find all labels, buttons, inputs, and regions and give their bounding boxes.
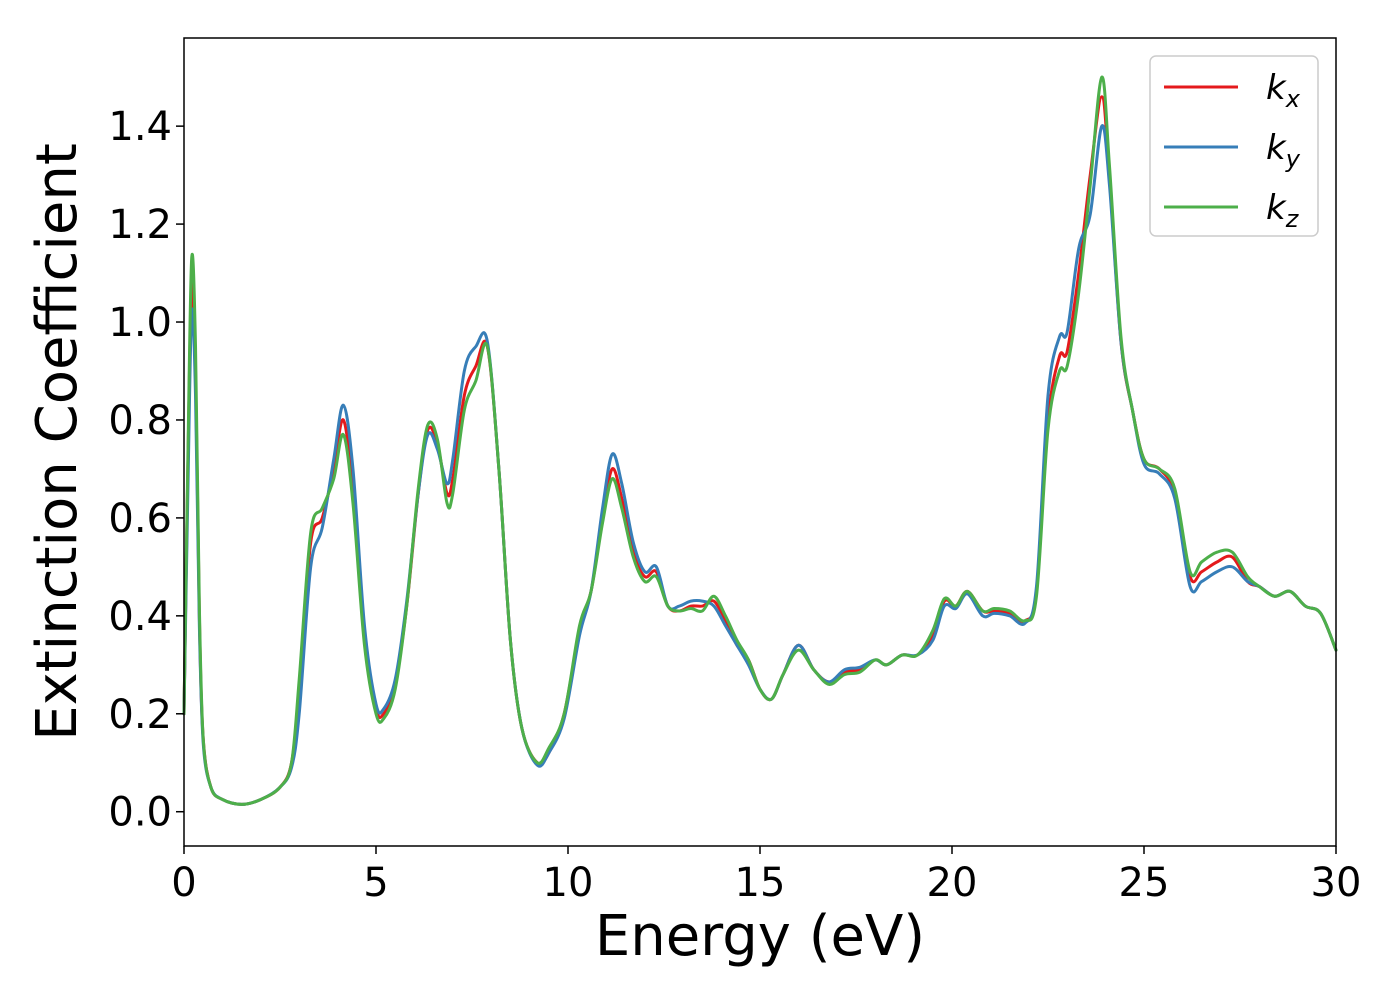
- y-axis-title: Extinction Coefficient: [25, 143, 90, 741]
- x-tick-label: 0: [171, 860, 196, 906]
- y-tick-label: 0.8: [108, 398, 172, 444]
- legend-label-sub: y: [1285, 145, 1301, 173]
- x-tick-label: 5: [363, 860, 388, 906]
- x-tick-label: 20: [927, 860, 978, 906]
- legend-label-main: k: [1266, 188, 1287, 228]
- series-line-k-z: [182, 75, 1338, 806]
- x-tick-label: 10: [543, 860, 594, 906]
- x-tick-label: 30: [1311, 860, 1362, 906]
- x-tick-label: 15: [735, 860, 786, 906]
- legend-label-main: k: [1266, 128, 1287, 168]
- x-axis-title: Energy (eV): [595, 904, 925, 969]
- y-tick-label: 0.6: [108, 496, 172, 542]
- y-tick-label: 0.4: [108, 594, 172, 640]
- y-tick-label: 0.0: [108, 790, 172, 836]
- legend-label-sub: z: [1285, 205, 1300, 233]
- y-tick-label: 1.4: [108, 104, 172, 150]
- legend-label-k-x: kx: [1266, 68, 1301, 113]
- series-line-k-y: [182, 124, 1338, 806]
- series-layer: [182, 75, 1338, 806]
- legend-label-k-z: kz: [1266, 188, 1300, 233]
- x-tick-label: 25: [1119, 860, 1170, 906]
- y-tick-label: 0.2: [108, 692, 172, 738]
- y-tick-label: 1.2: [108, 202, 172, 248]
- y-tick-label: 1.0: [108, 300, 172, 346]
- legend-label-sub: x: [1285, 85, 1301, 113]
- ticks-layer: 0 5 10 15 20 25 30 0.0 0.2 0.4 0.6 0.8 1.0 1.2 1.4: [108, 104, 1361, 906]
- legend-label-main: k: [1266, 68, 1287, 108]
- legend-label-k-y: ky: [1266, 128, 1301, 173]
